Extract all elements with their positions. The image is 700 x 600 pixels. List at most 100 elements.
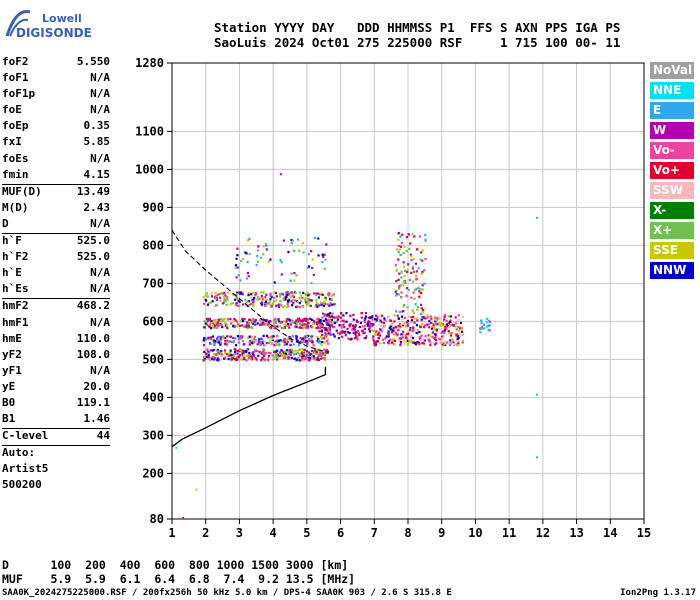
echo-point — [286, 300, 290, 303]
echo-point — [313, 349, 317, 352]
echo-point — [406, 337, 409, 340]
echo-point — [284, 297, 287, 300]
echo-point — [282, 297, 285, 300]
echo-point — [263, 354, 267, 357]
echo-point — [264, 320, 267, 323]
echo-point — [364, 315, 368, 318]
echo-point — [219, 319, 222, 323]
param-value: N/A — [90, 103, 110, 117]
echo-point — [234, 337, 237, 340]
echo-point — [432, 324, 435, 327]
echo-point — [302, 251, 305, 254]
echo-point — [373, 341, 376, 345]
echo-point — [279, 303, 282, 306]
echo-point — [418, 295, 421, 298]
echo-point — [409, 326, 412, 330]
echo-point — [296, 300, 300, 304]
echo-point — [326, 293, 330, 296]
echo-point — [290, 272, 293, 275]
echo-point — [209, 359, 212, 362]
echo-point — [251, 339, 255, 342]
echo-point — [282, 352, 285, 355]
echo-point — [207, 356, 210, 359]
echo-point — [300, 358, 303, 361]
echo-point — [422, 326, 426, 329]
echo-point — [324, 298, 328, 301]
echo-point — [406, 322, 409, 325]
echo-point — [445, 327, 448, 330]
echo-point — [461, 333, 464, 336]
echo-point — [310, 318, 314, 322]
echo-point — [279, 258, 282, 262]
echo-point — [291, 335, 294, 338]
echo-point — [370, 323, 373, 326]
echo-point — [292, 298, 295, 301]
logo: Lowell DIGISONDE — [4, 6, 104, 40]
y-tick-label: 300 — [142, 428, 164, 442]
echo-point — [267, 359, 270, 362]
echo-point — [277, 318, 280, 321]
echo-point — [283, 350, 287, 354]
echo-point — [225, 303, 228, 306]
echo-point — [446, 324, 450, 328]
echo-point — [231, 358, 234, 361]
echo-point — [329, 312, 332, 315]
echo-point — [366, 324, 369, 327]
echo-point — [306, 291, 309, 294]
y-tick-label: 800 — [142, 238, 164, 252]
echo-point — [461, 315, 465, 318]
echo-point — [302, 340, 305, 343]
echo-point — [368, 330, 372, 333]
echo-point — [405, 336, 408, 339]
echo-point — [302, 354, 305, 357]
echo-point — [287, 353, 291, 356]
echo-point — [262, 245, 265, 248]
echo-point — [432, 328, 435, 332]
echo-point — [341, 331, 344, 334]
echo-point — [380, 330, 383, 333]
echo-point — [357, 332, 360, 335]
echo-point — [216, 321, 219, 324]
echo-point — [260, 296, 264, 299]
echo-point — [332, 333, 335, 336]
echo-point — [401, 317, 404, 321]
echo-point — [288, 318, 291, 322]
echo-point — [271, 335, 274, 338]
echo-point — [403, 274, 406, 277]
echo-point — [294, 291, 297, 294]
echo-point — [289, 295, 292, 298]
x-tick-label: 14 — [603, 526, 617, 540]
echo-point — [381, 327, 384, 330]
echo-point — [246, 260, 249, 264]
echo-point — [480, 325, 483, 328]
echo-point — [234, 263, 238, 267]
x-tick-label: 7 — [371, 526, 378, 540]
echo-point — [427, 323, 431, 326]
echo-point — [400, 291, 403, 294]
echo-point — [247, 324, 250, 327]
echo-point — [262, 319, 265, 322]
echo-point — [241, 335, 245, 338]
echo-point — [426, 314, 429, 317]
echo-point — [295, 325, 298, 328]
echo-point — [360, 311, 364, 315]
echo-point — [301, 324, 304, 327]
echo-point — [209, 301, 212, 304]
echo-point — [295, 319, 298, 322]
echo-point — [211, 349, 214, 352]
echo-point — [272, 358, 275, 361]
echo-point — [412, 291, 415, 294]
echo-point — [283, 357, 287, 360]
echo-point — [393, 314, 396, 317]
echo-point — [309, 352, 313, 356]
x-tick-label: 12 — [536, 526, 550, 540]
echo-point — [420, 334, 423, 337]
echo-point — [336, 332, 339, 335]
echo-point — [210, 319, 213, 323]
param-row: MUF(D) 13.49 — [2, 185, 110, 201]
echo-point — [246, 239, 250, 242]
echo-point — [257, 341, 261, 344]
echo-point — [212, 325, 215, 328]
echo-point — [312, 344, 315, 347]
echo-point — [242, 257, 245, 261]
